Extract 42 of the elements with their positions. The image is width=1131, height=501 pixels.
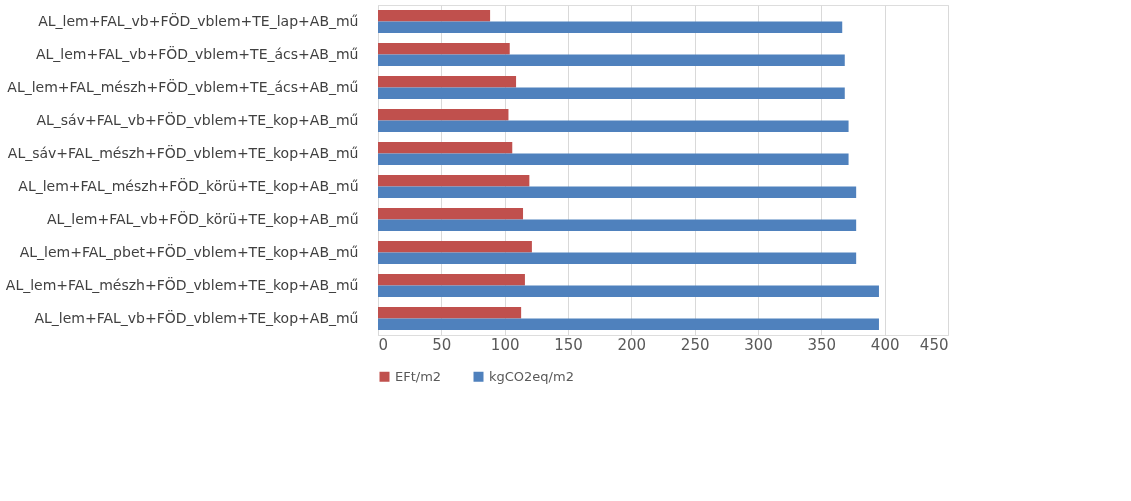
x-tick-label: 250 — [680, 335, 710, 354]
y-tick-label: AL_lem+FAL_mészh+FÖD_vblem+TE_kop+AB_mű — [5, 275, 359, 293]
y-tick-label: AL_lem+FAL_vb+FÖD_vblem+TE_kop+AB_mű — [34, 308, 359, 326]
bar — [378, 273, 525, 286]
bar — [378, 153, 849, 166]
y-tick-label: AL_sáv+FAL_mészh+FÖD_vblem+TE_kop+AB_mű — [7, 143, 359, 161]
bar — [378, 120, 849, 133]
x-tick-label: 150 — [554, 335, 583, 354]
x-tick-label: 50 — [432, 335, 452, 354]
bar — [378, 285, 879, 298]
bar — [378, 186, 857, 199]
y-tick-label: AL_lem+FAL_pbet+FÖD_vblem+TE_kop+AB_mű — [19, 242, 359, 260]
x-tick-label: 450 — [919, 335, 949, 354]
bar — [378, 87, 845, 100]
bar — [378, 318, 879, 331]
legend-label: EFt/m2 — [395, 368, 442, 384]
bar — [378, 21, 843, 34]
bar — [378, 207, 524, 220]
y-tick-label: AL_lem+FAL_vb+FÖD_vblem+TE_lap+AB_mű — [38, 11, 359, 29]
bar — [378, 54, 845, 67]
x-tick-label: 300 — [744, 335, 773, 354]
bar — [378, 141, 513, 154]
y-tick-label: AL_lem+FAL_mészh+FÖD_körü+TE_kop+AB_mű — [18, 176, 359, 194]
bar — [378, 306, 522, 319]
x-tick-label: 350 — [807, 335, 837, 354]
y-tick-label: AL_lem+FAL_vb+FÖD_vblem+TE_ács+AB_mű — [35, 44, 359, 62]
bar — [378, 108, 509, 121]
x-tick-label: 100 — [490, 335, 520, 354]
bar — [378, 9, 491, 22]
bar — [378, 42, 510, 55]
y-tick-label: AL_lem+FAL_vb+FÖD_körü+TE_kop+AB_mű — [46, 209, 359, 227]
x-tick-label: 400 — [870, 335, 900, 354]
x-tick-label: 200 — [617, 335, 647, 354]
bar — [378, 219, 857, 232]
y-tick-label: AL_lem+FAL_mészh+FÖD_vblem+TE_ács+AB_mű — [7, 77, 359, 95]
bar — [378, 174, 530, 187]
bar — [378, 75, 517, 88]
x-tick-label: 0 — [378, 335, 389, 354]
y-tick-label: AL_sáv+FAL_vb+FÖD_vblem+TE_kop+AB_mű — [36, 110, 359, 128]
bar — [378, 240, 532, 253]
bar — [378, 252, 857, 265]
legend-label: kgCO2eq/m2 — [489, 368, 574, 384]
